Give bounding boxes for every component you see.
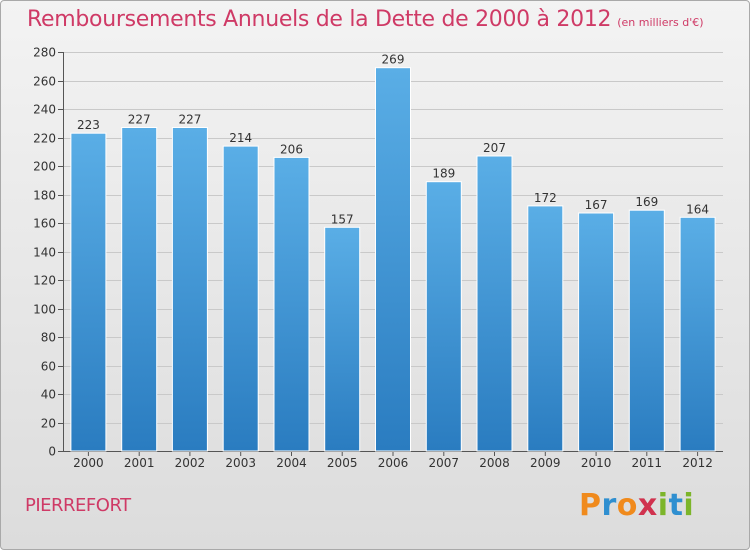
place-name: PIERREFORT — [25, 495, 131, 516]
value-label-2010: 167 — [585, 198, 608, 212]
data-labels: 223 227 227 214 206 157 269 189 207 172 167 169 164 — [77, 53, 709, 227]
x-tick-label-2000: 2000 — [73, 456, 104, 470]
x-tick-label-2010: 2010 — [581, 456, 612, 470]
logo-letter: P — [579, 488, 602, 523]
bar-2003 — [222, 145, 259, 452]
bar-2006 — [375, 67, 411, 452]
bar-2001 — [121, 127, 158, 452]
value-label-2008: 207 — [483, 141, 506, 155]
bar-2004 — [273, 156, 310, 452]
value-label-2002: 227 — [178, 113, 201, 127]
y-tick-label: 100 — [33, 303, 56, 317]
bar-2008 — [476, 155, 513, 452]
bars — [70, 67, 716, 452]
y-tick-label: 160 — [33, 217, 56, 231]
y-tick-label: 120 — [33, 274, 56, 288]
y-tick-label: 80 — [41, 331, 56, 345]
x-tick-label-2001: 2001 — [124, 456, 155, 470]
y-tick-label: 140 — [33, 246, 56, 260]
y-tick-label: 20 — [41, 417, 56, 431]
logo-letter: x — [637, 488, 658, 523]
y-tick-label: 200 — [33, 160, 56, 174]
value-label-2006: 269 — [382, 53, 405, 67]
value-label-2007: 189 — [432, 167, 455, 181]
logo-letter: t — [668, 488, 684, 523]
axes: 0 20 40 60 80 100 120 140 160 180 200 220 240 260 280 2… — [33, 46, 723, 470]
x-tick-label-2012: 2012 — [682, 456, 713, 470]
y-tick-label: 220 — [33, 132, 56, 146]
y-tick-label: 180 — [33, 189, 56, 203]
x-tick-label-2007: 2007 — [429, 456, 460, 470]
x-tick-label-2011: 2011 — [632, 456, 663, 470]
value-label-2012: 164 — [686, 202, 709, 216]
x-tick-label-2009: 2009 — [530, 456, 561, 470]
x-tick-label-2002: 2002 — [175, 456, 206, 470]
bar-2002 — [171, 127, 208, 452]
y-tick-label: 280 — [33, 46, 56, 60]
logo-letter: i — [683, 488, 695, 523]
chart-unit: (en milliers d'€) — [617, 16, 704, 29]
value-label-2003: 214 — [229, 131, 252, 145]
bar-2012 — [679, 216, 716, 452]
value-label-2000: 223 — [77, 118, 100, 132]
x-tick-label-2004: 2004 — [276, 456, 307, 470]
logo-letter: i — [657, 488, 669, 523]
value-label-2004: 206 — [280, 142, 303, 156]
bar-2005 — [324, 226, 361, 452]
y-tick-label: 260 — [33, 75, 56, 89]
bar-2009 — [527, 205, 564, 452]
bar-2011 — [628, 209, 665, 452]
x-tick-label-2005: 2005 — [327, 456, 358, 470]
value-label-2001: 227 — [128, 113, 151, 127]
value-label-2009: 172 — [534, 191, 557, 205]
y-tick-label: 0 — [48, 445, 56, 459]
proxiti-logo: Proxiti — [579, 488, 694, 523]
y-tick-label: 60 — [41, 360, 56, 374]
y-tick-label: 40 — [41, 388, 56, 402]
value-label-2005: 157 — [331, 212, 354, 226]
logo-letter: o — [616, 488, 638, 523]
bar-2000 — [70, 132, 107, 452]
x-tick-label-2006: 2006 — [378, 456, 409, 470]
chart-title: Remboursements Annuels de la Dette de 20… — [27, 7, 704, 32]
value-label-2011: 169 — [635, 195, 658, 209]
bar-2010 — [578, 212, 615, 452]
y-tick-label: 240 — [33, 103, 56, 117]
chart-title-text: Remboursements Annuels de la Dette de 20… — [27, 7, 612, 32]
x-tick-label-2003: 2003 — [225, 456, 256, 470]
x-tick-label-2008: 2008 — [479, 456, 510, 470]
bar-2007 — [425, 181, 462, 452]
logo-letter: r — [601, 488, 617, 523]
